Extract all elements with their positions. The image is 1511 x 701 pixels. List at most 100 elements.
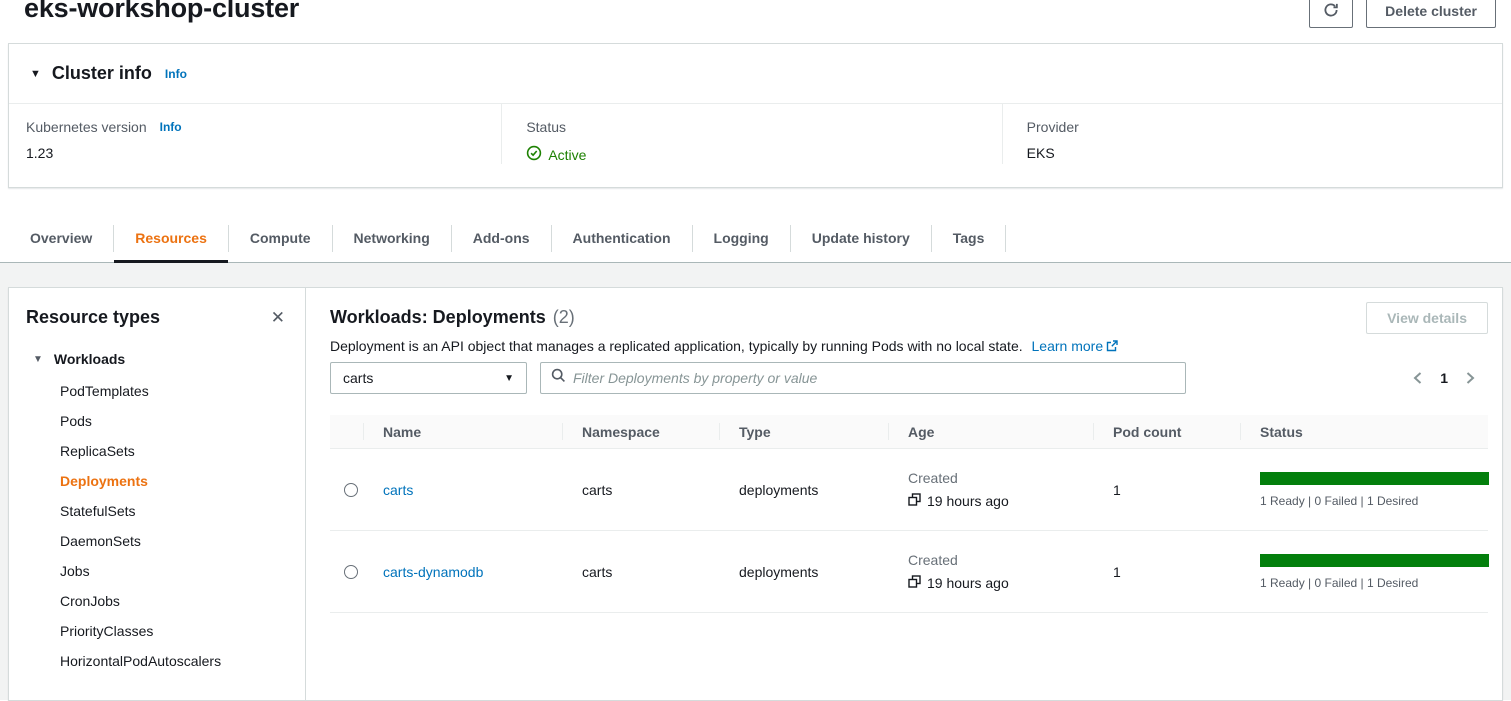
sidebar-group-workloads[interactable]: ▼ Workloads <box>26 351 291 367</box>
sidebar-item-daemonsets[interactable]: DaemonSets <box>60 533 141 549</box>
learn-more-link[interactable]: Learn more <box>1032 338 1119 354</box>
sidebar-item-deployments[interactable]: Deployments <box>60 473 148 489</box>
filter-dropdown[interactable]: carts ▼ <box>330 362 527 394</box>
close-icon[interactable]: ✕ <box>270 307 285 327</box>
delete-cluster-button[interactable]: Delete cluster <box>1366 0 1496 28</box>
table-row: carts carts deployments Created 19 hours… <box>330 449 1489 531</box>
row-radio-button[interactable] <box>344 564 358 579</box>
view-details-button[interactable]: View details <box>1366 302 1488 334</box>
search-icon <box>551 368 566 388</box>
tab-separator <box>550 224 552 252</box>
tab-separator <box>450 224 452 252</box>
deployment-link[interactable]: carts-dynamodb <box>383 563 484 580</box>
provider-label: Provider <box>1026 119 1079 135</box>
sidebar-list: PodTemplates Pods ReplicaSets Deployment… <box>26 376 291 676</box>
sidebar-group-label: Workloads <box>53 351 126 367</box>
collapse-caret-icon[interactable]: ▼ <box>30 67 41 80</box>
status-summary-text: 1 Ready | 0 Failed | 1 Desired <box>1260 575 1419 590</box>
pagination: 1 <box>1412 370 1488 386</box>
status-label: Status <box>526 119 567 135</box>
copy-icon[interactable] <box>908 571 921 595</box>
age-value: 19 hours ago <box>908 571 1093 595</box>
status-progress-bar <box>1260 471 1489 485</box>
refresh-button[interactable] <box>1309 0 1354 28</box>
main-count-badge: (2) <box>552 307 575 327</box>
tab-authentication[interactable]: Authentication <box>572 230 671 246</box>
previous-page-icon[interactable] <box>1412 371 1423 385</box>
sidebar-item-cronjobs[interactable]: CronJobs <box>60 593 120 609</box>
next-page-icon[interactable] <box>1465 371 1476 385</box>
cluster-info-info-link[interactable]: Info <box>164 66 187 81</box>
tab-overview[interactable]: Overview <box>30 230 93 246</box>
learn-more-label: Learn more <box>1031 338 1104 354</box>
tab-separator <box>930 224 932 252</box>
column-header-status[interactable]: Status <box>1240 415 1488 448</box>
provider-value: EKS <box>1026 145 1055 161</box>
column-header-age[interactable]: Age <box>888 415 1093 448</box>
pod-count-cell: 1 <box>1113 481 1121 498</box>
tab-logging[interactable]: Logging <box>713 230 769 246</box>
page-title: eks-workshop-cluster <box>24 0 300 23</box>
status-cell: 1 Ready | 0 Failed | 1 Desired <box>1240 471 1489 508</box>
tab-add-ons[interactable]: Add-ons <box>472 230 530 246</box>
namespace-cell: carts <box>582 481 613 498</box>
tab-networking[interactable]: Networking <box>353 230 430 246</box>
sidebar-item-replicasets[interactable]: ReplicaSets <box>60 443 135 459</box>
search-box[interactable] <box>540 362 1186 394</box>
type-cell: deployments <box>739 481 819 498</box>
cluster-info-body: Kubernetes version Info 1.23 Status Acti… <box>9 104 1502 164</box>
field-label: Kubernetes version Info <box>26 119 477 135</box>
tab-separator <box>691 224 693 252</box>
tab-resources[interactable]: Resources <box>114 214 228 263</box>
age-text: 19 hours ago <box>927 574 1009 591</box>
table-row: carts-dynamodb carts deployments Created… <box>330 531 1489 613</box>
chevron-down-icon: ▼ <box>504 372 514 384</box>
type-cell: deployments <box>739 563 819 580</box>
tab-tags[interactable]: Tags <box>952 230 985 246</box>
search-input[interactable] <box>573 370 1175 386</box>
row-select-cell <box>330 482 363 497</box>
name-cell: carts <box>363 482 562 498</box>
tab-update-history[interactable]: Update history <box>811 230 910 246</box>
column-header-namespace[interactable]: Namespace <box>562 415 719 448</box>
column-header-type[interactable]: Type <box>719 415 888 448</box>
deployments-table: Name Namespace Type Age Pod count Status… <box>330 415 1489 613</box>
sidebar-item-statefulsets[interactable]: StatefulSets <box>60 503 136 519</box>
sidebar-item-priorityclasses[interactable]: PriorityClasses <box>60 623 154 639</box>
sidebar-item-horizontalpodautoscalers[interactable]: HorizontalPodAutoscalers <box>60 653 222 669</box>
sidebar-item-pods[interactable]: Pods <box>60 413 92 429</box>
status-summary-text: 1 Ready | 0 Failed | 1 Desired <box>1260 493 1419 508</box>
name-cell: carts-dynamodb <box>363 564 562 580</box>
age-label: Created <box>908 469 958 486</box>
tab-compute[interactable]: Compute <box>249 230 311 246</box>
kubernetes-version-field: Kubernetes version Info 1.23 <box>9 104 501 164</box>
column-header-name[interactable]: Name <box>363 415 562 448</box>
kubernetes-version-info-link[interactable]: Info <box>159 120 182 134</box>
sidebar-item-jobs[interactable]: Jobs <box>60 563 90 579</box>
sidebar-item-podtemplates[interactable]: PodTemplates <box>60 383 149 399</box>
cluster-info-title: Cluster info <box>51 63 152 83</box>
kubernetes-version-label: Kubernetes version <box>26 119 147 135</box>
column-header-pod-count[interactable]: Pod count <box>1093 415 1240 448</box>
filter-dropdown-value: carts <box>343 370 374 386</box>
tab-separator <box>1005 224 1007 252</box>
sidebar-title: Resource types <box>26 307 161 327</box>
tab-bar: Overview Resources Compute Networking Ad… <box>0 214 1511 263</box>
age-cell: Created 19 hours ago <box>888 467 1093 513</box>
current-page-number[interactable]: 1 <box>1440 370 1448 386</box>
deployment-link[interactable]: carts <box>383 481 414 498</box>
table-header-row: Name Namespace Type Age Pod count Status <box>330 415 1488 449</box>
kubernetes-version-value: 1.23 <box>26 145 54 161</box>
main-title: Workloads: Deployments <box>330 307 546 327</box>
status-value: Active <box>526 145 977 164</box>
deployments-description: Deployment is an API object that manages… <box>330 338 1488 355</box>
refresh-icon <box>1322 1 1340 22</box>
row-radio-button[interactable] <box>344 482 358 497</box>
tab-separator <box>331 224 333 252</box>
copy-icon[interactable] <box>908 489 921 513</box>
status-cell: 1 Ready | 0 Failed | 1 Desired <box>1240 553 1489 590</box>
tab-separator <box>789 224 791 252</box>
header-actions: Delete cluster <box>1309 0 1496 28</box>
age-label: Created <box>908 551 958 568</box>
cluster-info-header[interactable]: ▼ Cluster info Info <box>9 44 1502 104</box>
